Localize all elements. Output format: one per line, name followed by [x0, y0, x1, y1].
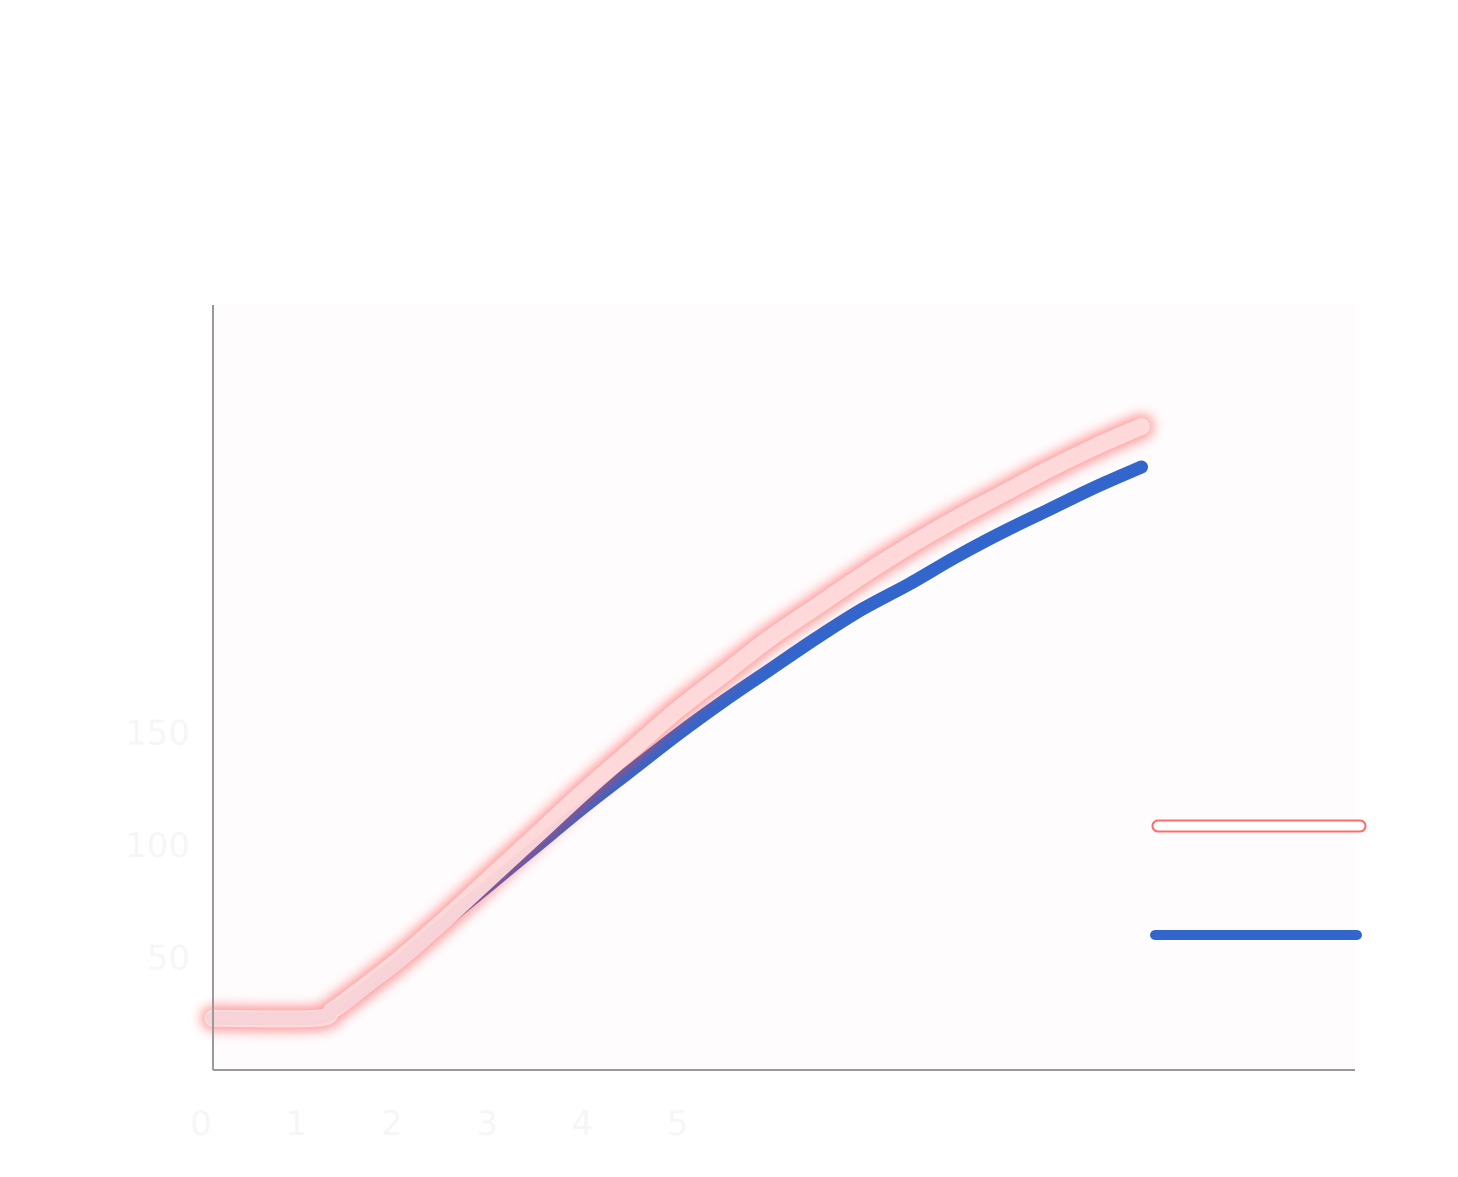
x-tick-label: 0 — [190, 1104, 212, 1144]
legend — [1150, 818, 1368, 940]
y-tick-label: 100 — [125, 826, 190, 866]
y-tick-labels: 50 100 150 — [125, 714, 190, 979]
series-1-line — [204, 418, 1150, 1028]
plot-area — [213, 305, 1355, 1070]
x-tick-labels: 0 1 2 3 4 5 — [190, 1104, 688, 1144]
x-tick-label: 2 — [381, 1104, 403, 1144]
x-tick-label: 1 — [286, 1104, 308, 1144]
y-tick-label: 50 — [147, 939, 190, 979]
y-tick-label: 150 — [125, 714, 190, 754]
series-layer — [201, 414, 1154, 1031]
x-tick-label: 4 — [572, 1104, 594, 1144]
x-tick-label: 5 — [667, 1104, 689, 1144]
x-tick-label: 3 — [476, 1104, 498, 1144]
